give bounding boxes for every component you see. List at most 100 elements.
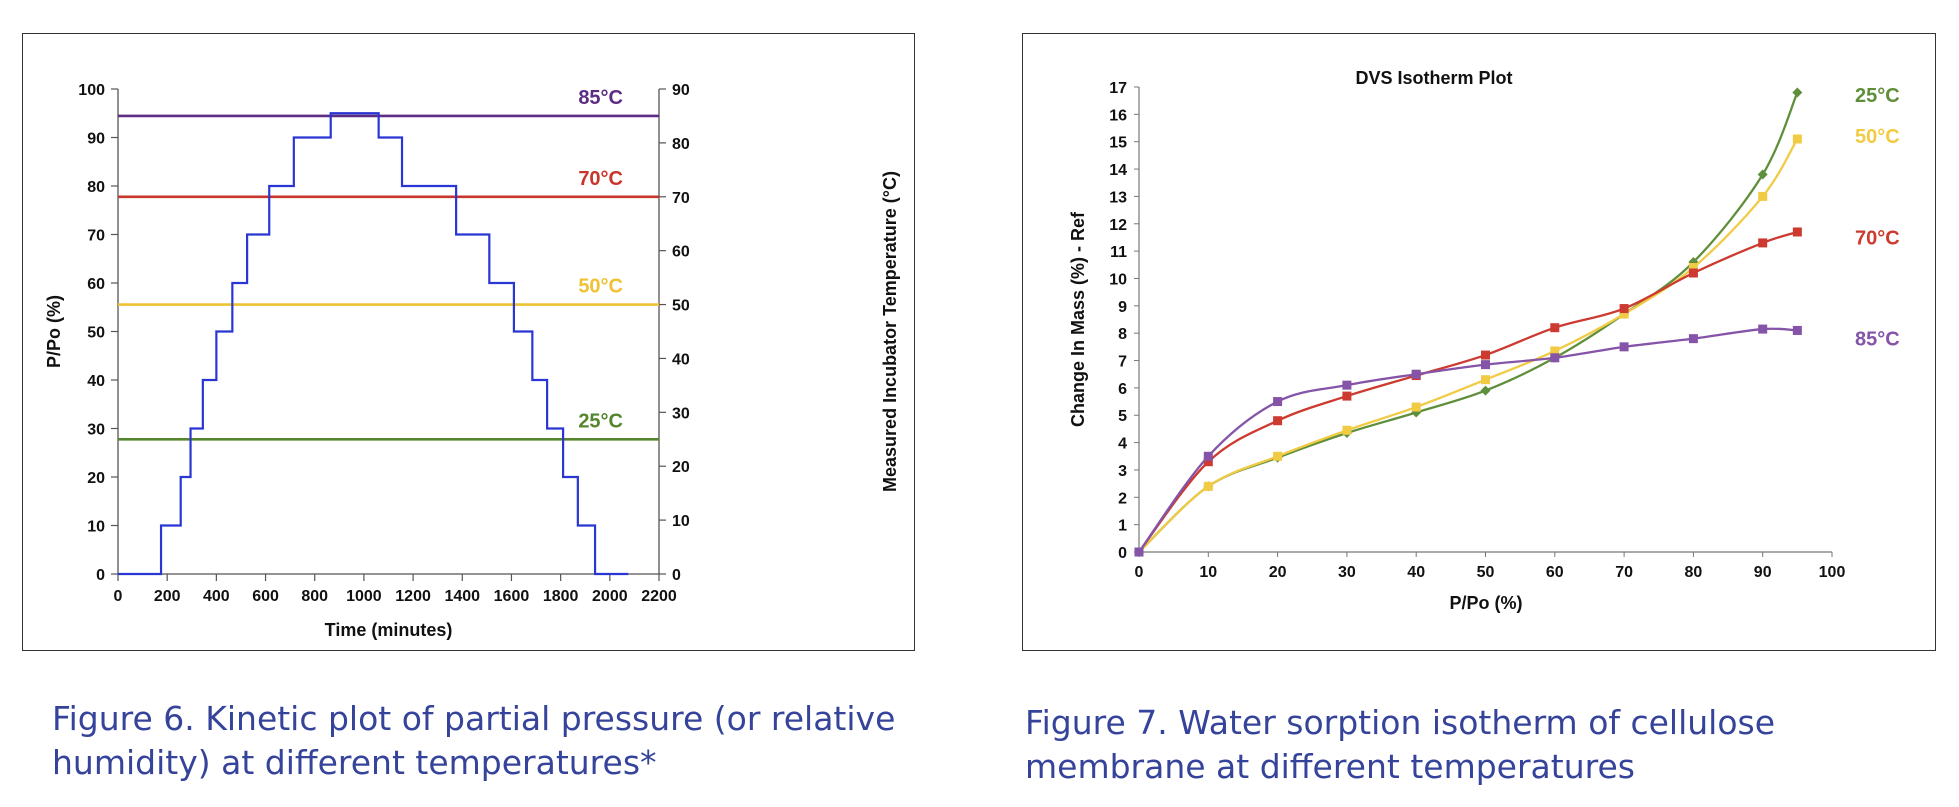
temperature-label-25c: 25°C [578, 410, 623, 432]
data-point-70c [1688, 268, 1698, 278]
x-tick-label: 40 [1407, 564, 1425, 581]
x-tick-label: 1800 [543, 588, 579, 605]
data-point-50c [1758, 191, 1768, 201]
data-point-85c [1273, 397, 1283, 407]
data-point-85c [1342, 380, 1352, 390]
y-tick-label: 10 [87, 519, 105, 536]
y-tick-label: 70 [87, 228, 105, 245]
data-point-70c [1342, 391, 1352, 401]
figure6-caption: Figure 6. Kinetic plot of partial pressu… [52, 699, 896, 782]
y-tick-label: 100 [78, 82, 105, 99]
data-point-85c [1481, 360, 1490, 370]
x-tick-label: 800 [301, 588, 328, 605]
isotherm-plot-panel: DVS Isotherm Plot 0 1 2 3 4 5 6 7 8 9 10 11 12 13 14 15 1… [1022, 33, 1936, 651]
x-tick-label: 30 [1338, 564, 1356, 581]
y-tick-label: 10 [1109, 271, 1127, 288]
data-point-50c [1411, 402, 1421, 412]
temperature-label-50c: 50°C [578, 276, 623, 298]
x-tick-label: 2200 [641, 588, 677, 605]
series-label-85c: 85°C [1855, 329, 1900, 351]
x-tick-label: 1400 [444, 588, 480, 605]
y-tick-label: 50 [87, 325, 105, 342]
series-85c [1134, 324, 1802, 557]
chart-title: DVS Isotherm Plot [1355, 68, 1512, 88]
y-tick-label: 4 [1118, 436, 1127, 453]
y-tick-label: 13 [1109, 189, 1127, 206]
y-tick-label: 2 [1118, 490, 1127, 507]
y2-tick-label: 80 [672, 136, 690, 153]
data-point-85c [1792, 325, 1802, 335]
y2-tick-label: 40 [672, 351, 690, 368]
data-point-85c [1203, 451, 1213, 461]
y-axis-title: P/Po (%) [44, 295, 64, 368]
data-point-85c [1411, 369, 1421, 379]
data-point-25c [1792, 87, 1803, 98]
y-tick-label: 60 [87, 276, 105, 293]
y-axis-title: Change In Mass (%) - Ref [1068, 211, 1088, 427]
y-tick-label: 16 [1109, 107, 1127, 124]
data-point-70c [1550, 323, 1560, 333]
y-tick-label: 14 [1109, 162, 1127, 179]
data-point-25c [1688, 257, 1699, 268]
x-tick-label: 50 [1477, 564, 1495, 581]
data-point-50c [1688, 263, 1698, 273]
x-tick-label: 1600 [494, 588, 530, 605]
data-point-50c [1273, 451, 1283, 461]
series-25c [1134, 87, 1803, 557]
data-point-25c [1757, 169, 1768, 180]
x-tick-label: 20 [1269, 564, 1287, 581]
x-tick-label: 1000 [346, 588, 382, 605]
data-point-50c [1619, 309, 1629, 319]
data-point-70c [1619, 304, 1629, 314]
data-point-70c [1792, 227, 1802, 237]
y-tick-label: 8 [1118, 326, 1127, 343]
x-tick-label: 10 [1199, 564, 1217, 581]
x-tick-label: 400 [203, 588, 230, 605]
x-tick-label: 0 [1135, 564, 1144, 581]
y-tick-label: 11 [1110, 244, 1127, 261]
y2-tick-label: 20 [672, 459, 690, 476]
data-point-70c [1273, 416, 1283, 426]
data-point-70c [1481, 350, 1490, 360]
data-point-50c [1203, 481, 1213, 491]
y2-tick-label: 50 [672, 298, 690, 315]
data-point-50c [1481, 375, 1490, 385]
y2-tick-label: 60 [672, 244, 690, 261]
data-point-70c [1203, 457, 1213, 467]
y2-tick-label: 30 [672, 405, 690, 422]
y-tick-label: 0 [96, 567, 105, 584]
x-axis-title: P/Po (%) [1449, 593, 1522, 613]
y-tick-label: 15 [1109, 135, 1127, 152]
x-tick-label: 2000 [592, 588, 628, 605]
x-axis-title: Time (minutes) [325, 620, 453, 640]
y-tick-label: 5 [1118, 408, 1127, 425]
x-tick-label: 80 [1685, 564, 1703, 581]
x-tick-label: 90 [1754, 564, 1772, 581]
series-line-85c [1138, 327, 1798, 553]
kinetic-plot-panel: 0 10 20 30 40 50 60 70 80 90 100 0 10 20 30 40 50 60 70 80 9… [22, 33, 915, 651]
data-point-85c [1758, 324, 1768, 334]
x-tick-label: 100 [1819, 564, 1846, 581]
y2-tick-label: 90 [672, 82, 690, 99]
y-tick-label: 90 [87, 131, 105, 148]
y-tick-label: 3 [1118, 463, 1127, 480]
y-tick-label: 1 [1118, 518, 1127, 535]
data-point-50c [1342, 425, 1352, 435]
y-tick-label: 12 [1109, 217, 1127, 234]
y-tick-label: 0 [1118, 545, 1127, 562]
series-label-70c: 70°C [1855, 227, 1900, 249]
data-point-85c [1688, 334, 1698, 344]
y2-axis-title: Measured Incubator Temperature (°C) [880, 171, 900, 492]
data-point-70c [1758, 238, 1768, 248]
x-tick-label: 1200 [395, 588, 431, 605]
y-tick-label: 80 [87, 179, 105, 196]
temperature-label-70c: 70°C [578, 168, 623, 190]
y-tick-label: 6 [1118, 381, 1127, 398]
data-point-85c [1619, 342, 1629, 352]
temperature-label-85c: 85°C [578, 87, 623, 109]
y-tick-label: 30 [87, 422, 105, 439]
data-point-25c [1480, 385, 1491, 396]
y2-tick-label: 10 [672, 513, 690, 530]
data-point-50c [1550, 346, 1560, 356]
isotherm-plot-chart: DVS Isotherm Plot01234567891011121314151… [1068, 68, 1900, 613]
